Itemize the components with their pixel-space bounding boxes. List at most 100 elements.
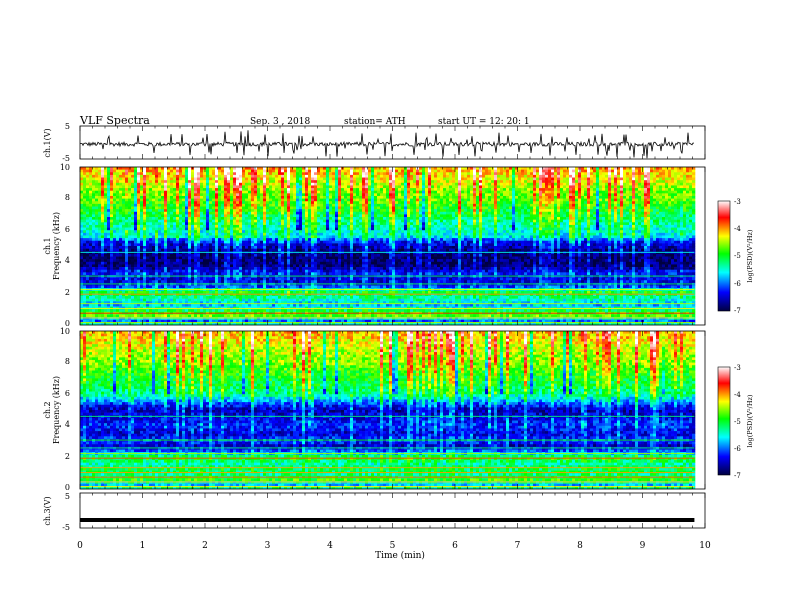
spectrogram-cell [92, 246, 95, 249]
spectrogram-cell [107, 280, 110, 283]
spectrogram-cell [113, 314, 116, 317]
spectrogram-cell [131, 228, 134, 231]
spectrogram-cell [101, 209, 104, 212]
spectrogram-cell [113, 286, 116, 289]
spectrogram-cell [128, 246, 131, 249]
spectrogram-cell [152, 175, 155, 178]
spectrogram-cell [80, 170, 83, 173]
spectrogram-cell [188, 314, 191, 317]
spectrogram-cell [164, 230, 167, 233]
spectrogram-cell [98, 188, 101, 191]
spectrogram-cell [125, 207, 128, 210]
spectrogram-cell [140, 264, 143, 267]
spectrogram-cell [173, 309, 176, 312]
spectrogram-cell [149, 217, 152, 220]
spectrogram-cell [107, 309, 110, 312]
spectrogram-cell [143, 230, 146, 233]
spectrogram-cell [83, 262, 86, 265]
spectrogram-cell [146, 280, 149, 283]
spectrogram-cell [122, 217, 125, 220]
spectrogram-cell [143, 228, 146, 231]
ch1-spectrogram-panel: 0 2 4 6 8 10 ch.1 Frequency (kHz) -3 -4 … [43, 163, 754, 328]
spectrogram-cell [125, 209, 128, 212]
spectrogram-cell [134, 270, 137, 273]
spectrogram-cell [125, 272, 128, 275]
spectrogram-cell [125, 267, 128, 270]
spectrogram-cell [134, 280, 137, 283]
spectrogram-cell [110, 262, 113, 265]
spectrogram-cell [107, 230, 110, 233]
spectrogram-cell [170, 180, 173, 183]
spectrogram-cell [191, 225, 194, 228]
spectrogram-cell [110, 228, 113, 231]
spectrogram-cell [83, 214, 86, 217]
spectrogram-cell [161, 299, 164, 302]
spectrogram-cell [116, 262, 119, 265]
spectrogram-cell [140, 246, 143, 249]
spectrogram-cell [161, 222, 164, 225]
spectrogram-cell [131, 178, 134, 181]
spectrogram-cell [161, 243, 164, 246]
spectrogram-cell [185, 220, 188, 223]
spectrogram-cell [98, 280, 101, 283]
spectrogram-cell [155, 259, 158, 262]
spectrogram-cell [140, 172, 143, 175]
spectrogram-cell [86, 272, 89, 275]
spectrogram-cell [80, 291, 83, 294]
spectrogram-cell [122, 314, 125, 317]
spectrogram-cell [119, 199, 122, 202]
spectrogram-cell [188, 220, 191, 223]
spectrogram-cell [110, 286, 113, 289]
spectrogram-cell [143, 175, 146, 178]
spectrogram-cell [188, 172, 191, 175]
spectrogram-cell [101, 238, 104, 241]
spectrogram-cell [137, 304, 140, 307]
spectrogram-cell [176, 264, 179, 267]
spectrogram-cell [107, 196, 110, 199]
spectrogram-cell [173, 183, 176, 186]
spectrogram-cell [155, 222, 158, 225]
spectrogram-cell [92, 191, 95, 194]
spectrogram-cell [116, 172, 119, 175]
spectrogram-cell [122, 183, 125, 186]
spectrogram-cell [122, 209, 125, 212]
spectrogram-cell [143, 222, 146, 225]
spectrogram-cell [173, 228, 176, 231]
spectrogram-cell [92, 272, 95, 275]
spectrogram-cell [101, 309, 104, 312]
spectrogram-cell [164, 254, 167, 257]
spectrogram-cell [113, 180, 116, 183]
spectrogram-cell [173, 230, 176, 233]
spectrogram-cell [131, 296, 134, 299]
spectrogram-cell [182, 270, 185, 273]
spectrogram-cell [164, 214, 167, 217]
spectrogram-cell [179, 230, 182, 233]
spectrogram-cell [152, 214, 155, 217]
spectrogram-cell [158, 172, 161, 175]
spectrogram-cell [122, 243, 125, 246]
spectrogram-cell [140, 314, 143, 317]
spectrogram-cell [173, 270, 176, 273]
spectrogram-cell [191, 214, 194, 217]
spectrogram-cell [83, 193, 86, 196]
spectrogram-cell [146, 196, 149, 199]
spectrogram-cell [110, 225, 113, 228]
spectrogram-cell [134, 241, 137, 244]
spectrogram-cell [122, 212, 125, 215]
spectrogram-cell [137, 291, 140, 294]
spectrogram-cell [116, 280, 119, 283]
spectrogram-cell [119, 188, 122, 191]
spectrogram-cell [104, 172, 107, 175]
spectrogram-cell [134, 178, 137, 181]
spectrogram-cell [128, 170, 131, 173]
spectrogram-cell [95, 257, 98, 260]
spectrogram-cell [131, 291, 134, 294]
spectrogram-cell [173, 272, 176, 275]
spectrogram-cell [185, 212, 188, 215]
spectrogram-cell [128, 212, 131, 215]
spectrogram-cell [152, 246, 155, 249]
spectrogram-cell [134, 259, 137, 262]
spectrogram-cell [92, 230, 95, 233]
spectrogram-cell [176, 170, 179, 173]
spectrogram-cell [113, 172, 116, 175]
